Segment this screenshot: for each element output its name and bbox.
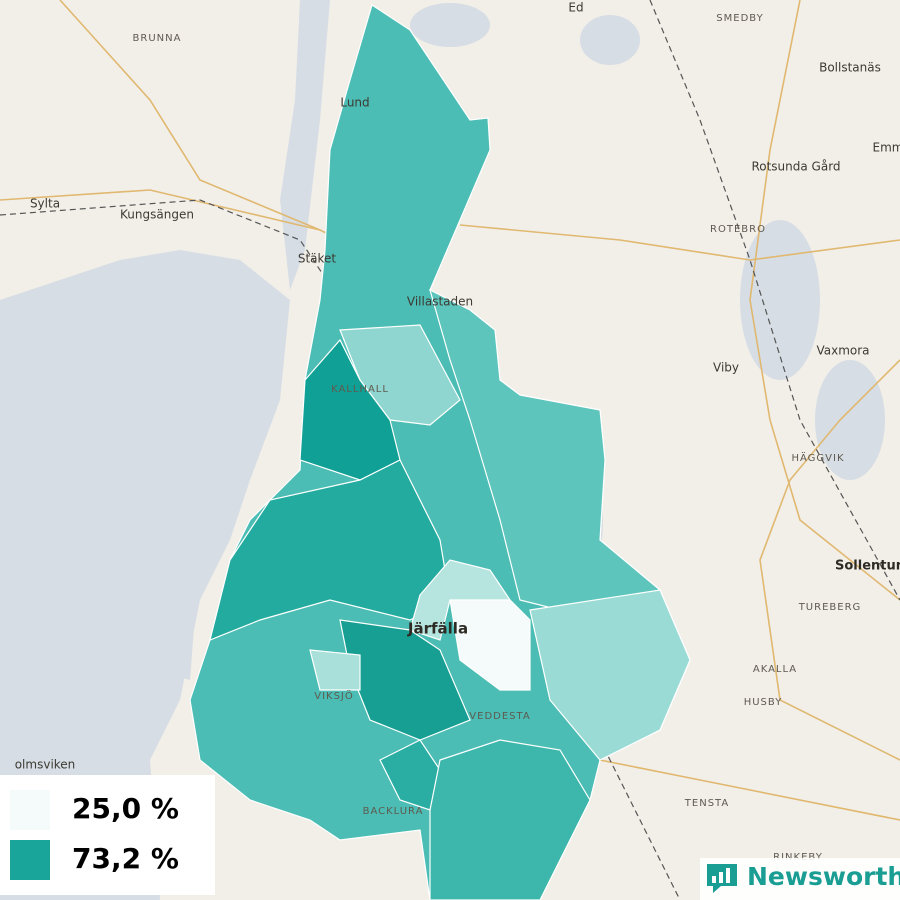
place-label: HUSBY bbox=[744, 697, 783, 708]
legend-label: 73,2 % bbox=[72, 842, 179, 875]
place-label: Lund bbox=[340, 96, 369, 110]
brand-name: Newsworthy bbox=[747, 862, 900, 891]
place-label: Sylta bbox=[30, 197, 60, 211]
legend-swatch bbox=[10, 840, 50, 880]
place-label: HÄGGVIK bbox=[791, 451, 844, 464]
place-label: Stäket bbox=[298, 252, 337, 266]
place-label: ROTEBRO bbox=[710, 224, 766, 235]
legend-items: 25,0 % 73,2 % bbox=[10, 790, 179, 880]
place-label: Ed bbox=[568, 1, 583, 15]
place-label: Järfälla bbox=[407, 620, 468, 638]
place-label: Rotsunda Gård bbox=[751, 160, 840, 174]
legend: 25,0 % 73,2 % bbox=[0, 775, 215, 895]
place-label: Viby bbox=[713, 361, 739, 375]
place-label: Villastaden bbox=[407, 295, 473, 309]
place-label: Vaxmora bbox=[816, 344, 869, 358]
place-label: TUREBERG bbox=[798, 602, 862, 613]
place-label: RINKEBY bbox=[773, 852, 823, 863]
place-label: KALLHALL bbox=[331, 384, 389, 395]
place-label: TENSTA bbox=[684, 798, 729, 809]
legend-swatch bbox=[10, 790, 50, 830]
place-label: VEDDESTA bbox=[469, 711, 530, 722]
place-labels: BRUNNA Lund Sylta Kungsängen Stäket Villastad… bbox=[15, 1, 900, 864]
place-label: Sollentun bbox=[835, 559, 900, 574]
place-label: olmsviken bbox=[15, 758, 76, 772]
brand-icon-bars bbox=[712, 868, 730, 883]
place-label: Bollstanäs bbox=[819, 61, 881, 75]
municipality-areas bbox=[189, 4, 691, 900]
place-label: Kungsängen bbox=[120, 208, 194, 222]
brand-logo: Newsworthy bbox=[700, 858, 900, 900]
place-label: BRUNNA bbox=[133, 33, 182, 44]
place-label: BACKLURA bbox=[363, 806, 424, 817]
place-label: Emm bbox=[873, 141, 900, 155]
place-label: VIKSJÖ bbox=[314, 689, 354, 702]
place-label: AKALLA bbox=[753, 664, 797, 675]
legend-label: 25,0 % bbox=[72, 792, 179, 825]
place-label: SMEDBY bbox=[716, 13, 763, 24]
